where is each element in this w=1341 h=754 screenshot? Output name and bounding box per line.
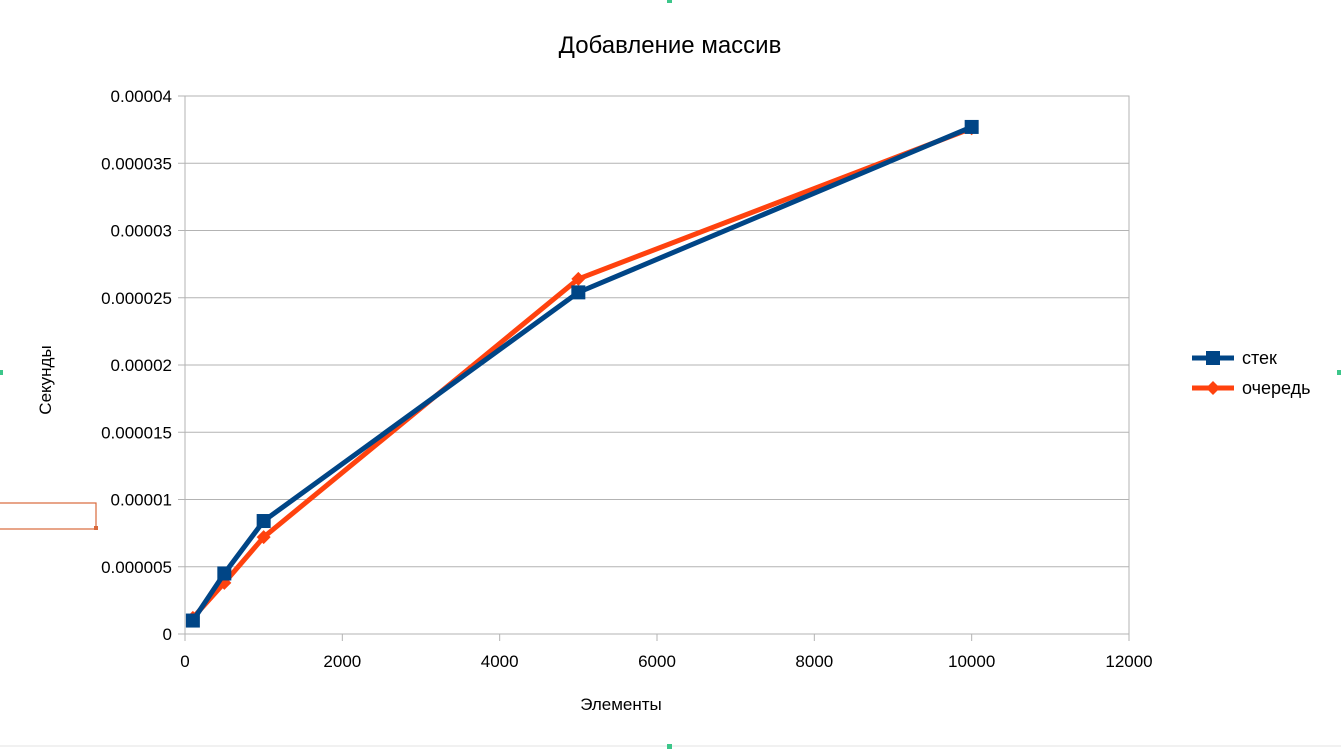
x-tick-label: 4000 (481, 652, 519, 671)
x-tick-label: 6000 (638, 652, 676, 671)
data-point-marker (256, 530, 271, 545)
y-tick-label: 0.000015 (101, 423, 172, 442)
x-tick-label: 10000 (948, 652, 995, 671)
y-tick-label: 0.00002 (111, 356, 172, 375)
data-point-marker (217, 566, 232, 581)
y-tick-label: 0.000005 (101, 558, 172, 577)
legend-marker-swatch (1206, 381, 1220, 395)
legend: стек очередь (1192, 348, 1311, 398)
y-tick-label: 0.00004 (111, 87, 172, 106)
data-point-marker (571, 271, 586, 286)
series-diamond (185, 121, 979, 625)
y-axis-ticks: 0 0.000005 0.00001 0.000015 0.00002 0.000025 0… (101, 87, 185, 644)
gridlines (185, 95, 1129, 635)
cell-selection-outline[interactable] (0, 502, 97, 530)
resize-handle-left[interactable] (0, 370, 3, 375)
legend-label: стек (1242, 348, 1277, 368)
x-axis-label: Элементы (580, 695, 662, 714)
cell-fill-handle[interactable] (94, 526, 98, 530)
y-tick-label: 0.00003 (111, 222, 172, 241)
y-tick-label: 0.000035 (101, 154, 172, 173)
legend-label: очередь (1242, 378, 1311, 398)
sheet-background (0, 502, 1341, 747)
chart-title: Добавление массив (559, 32, 782, 59)
resize-handle-right[interactable] (1337, 370, 1341, 375)
data-point-marker (571, 285, 586, 300)
x-tick-label: 2000 (323, 652, 361, 671)
series-line (190, 125, 975, 621)
legend-marker-swatch (1206, 351, 1220, 365)
legend-entry: стек (1192, 348, 1277, 368)
x-axis-ticks: 0 2000 4000 6000 8000 10000 12000 (180, 634, 1153, 671)
y-tick-label: 0 (163, 625, 172, 644)
data-point-marker (256, 514, 271, 529)
series-line (190, 124, 975, 624)
x-tick-label: 8000 (795, 652, 833, 671)
series-square (185, 119, 979, 628)
data-point-marker (185, 613, 200, 628)
x-tick-label: 12000 (1105, 652, 1152, 671)
resize-handle-bottom[interactable] (667, 744, 672, 749)
y-tick-label: 0.000025 (101, 289, 172, 308)
y-tick-label: 0.00001 (111, 491, 172, 510)
x-tick-label: 0 (180, 652, 189, 671)
y-axis-label: Секунды (36, 345, 55, 414)
resize-handle-top[interactable] (667, 0, 672, 3)
data-point-marker (964, 119, 979, 134)
legend-entry: очередь (1192, 378, 1311, 398)
series-layer (185, 119, 979, 628)
